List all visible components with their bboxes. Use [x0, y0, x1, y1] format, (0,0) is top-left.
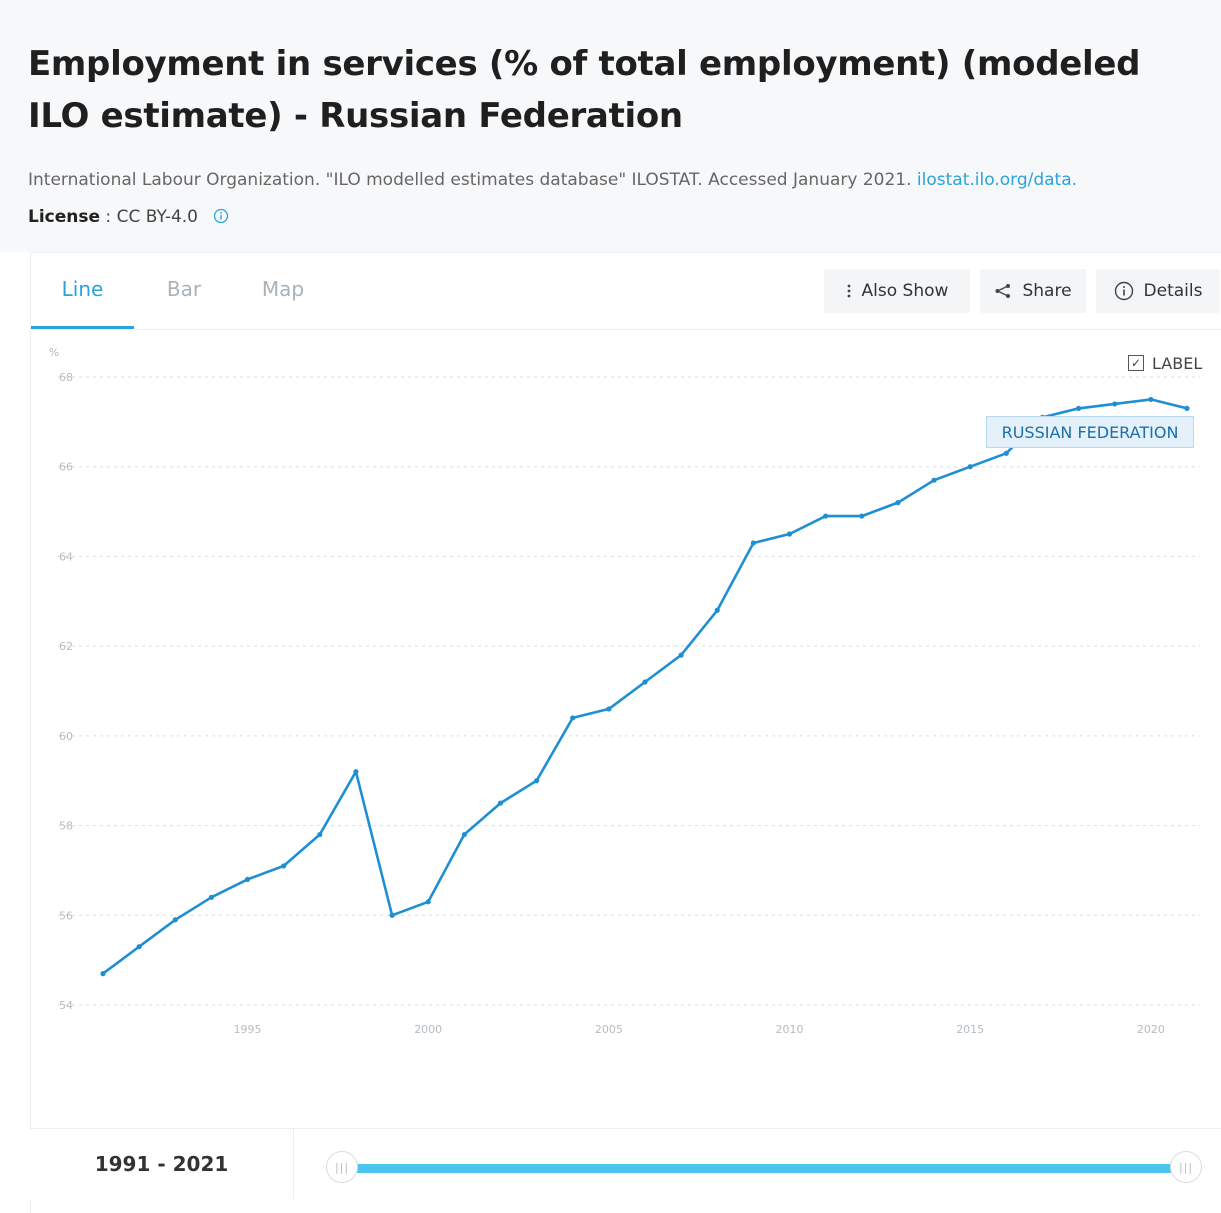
data-point [281, 863, 287, 869]
data-point [750, 540, 757, 546]
label-toggle-text: LABEL [1152, 353, 1203, 373]
y-tick-label: 54 [59, 999, 73, 1012]
license-value: CC BY-4.0 [116, 207, 198, 227]
data-point [714, 607, 720, 613]
y-tick-label: 58 [59, 820, 73, 833]
y-axis-unit: % [49, 346, 59, 359]
data-point [895, 500, 901, 506]
data-point [1076, 405, 1082, 411]
x-tick-label: 1995 [234, 1023, 262, 1036]
data-point [317, 831, 323, 838]
data-point [389, 912, 395, 918]
details-label: Details [1143, 281, 1203, 301]
data-point [244, 876, 251, 883]
series-line [101, 398, 1189, 975]
range-slider-track[interactable] [352, 1164, 1172, 1173]
data-point [497, 800, 504, 806]
tab-bar[interactable]: Bar [166, 277, 202, 301]
range-text: 1991 - 2021 [30, 1129, 294, 1199]
license-label: License [28, 207, 101, 227]
header-band [0, 0, 1221, 252]
source-link[interactable]: ilostat.ilo.org/data. [916, 170, 1078, 190]
share-label: Share [1022, 281, 1072, 301]
share-button[interactable]: Share [980, 269, 1086, 313]
also-show-button[interactable]: Also Show [824, 269, 970, 313]
label-checkbox[interactable]: ✓ [1128, 355, 1144, 371]
data-point [570, 715, 576, 721]
data-point [425, 899, 431, 905]
tab-map[interactable]: Map [261, 277, 305, 301]
details-button[interactable]: Details [1096, 269, 1220, 313]
data-point [208, 894, 214, 900]
y-tick-label: 68 [59, 371, 73, 384]
chart-card: Line Bar Map Also Show Share Details [30, 252, 1221, 1213]
tab-line[interactable]: Line [31, 273, 134, 329]
data-point [967, 464, 973, 470]
source-citation: International Labour Organization. "ILO … [28, 170, 1077, 190]
data-point [1003, 450, 1009, 456]
data-point [859, 513, 865, 519]
data-point [1184, 405, 1190, 411]
x-tick-label: 2020 [1137, 1023, 1165, 1036]
license-separator: : [100, 207, 117, 227]
source-text: International Labour Organization. "ILO … [28, 170, 912, 190]
range-slider-end-handle[interactable]: ||| [1170, 1151, 1202, 1183]
range-slider-start-handle[interactable]: ||| [326, 1151, 358, 1183]
label-toggle[interactable]: ✓ LABEL [1128, 350, 1202, 376]
series-label: RUSSIAN FEDERATION [986, 416, 1194, 448]
line-chart: 54 56 58 60 62 64 66 68% 1995 2000 2005 2010 2015 202… [49, 346, 1200, 1036]
info-circle-icon [1114, 281, 1134, 301]
y-tick-label: 64 [59, 550, 73, 563]
data-point [100, 971, 106, 977]
info-icon[interactable] [213, 208, 229, 229]
range-selector: 1991 - 2021 ||| ||| [30, 1128, 1221, 1199]
y-tick-label: 66 [59, 461, 73, 474]
y-tick-label: 56 [59, 909, 73, 922]
data-point [823, 513, 829, 519]
view-tabs: Line Bar Map Also Show Share Details [31, 253, 1221, 330]
data-point [931, 477, 937, 483]
data-point [606, 706, 612, 712]
y-tick-label: 62 [59, 640, 73, 653]
data-point [678, 652, 684, 658]
x-tick-label: 2005 [595, 1023, 623, 1036]
x-tick-label: 2000 [414, 1023, 442, 1036]
share-icon [994, 283, 1012, 299]
license-line: License : CC BY-4.0 [28, 207, 229, 229]
data-point [172, 917, 178, 923]
data-point [353, 769, 359, 775]
data-point [786, 531, 793, 537]
data-point [1148, 396, 1154, 403]
data-point [461, 831, 467, 838]
page-title: Employment in services (% of total emplo… [28, 44, 1141, 136]
more-vertical-icon [846, 283, 852, 299]
data-point [1112, 401, 1118, 407]
y-tick-label: 60 [59, 730, 73, 743]
data-point [534, 778, 540, 784]
x-tick-label: 2010 [776, 1023, 804, 1036]
data-point [136, 944, 142, 950]
also-show-label: Also Show [861, 281, 949, 301]
data-point [642, 679, 648, 685]
x-tick-label: 2015 [956, 1023, 984, 1036]
